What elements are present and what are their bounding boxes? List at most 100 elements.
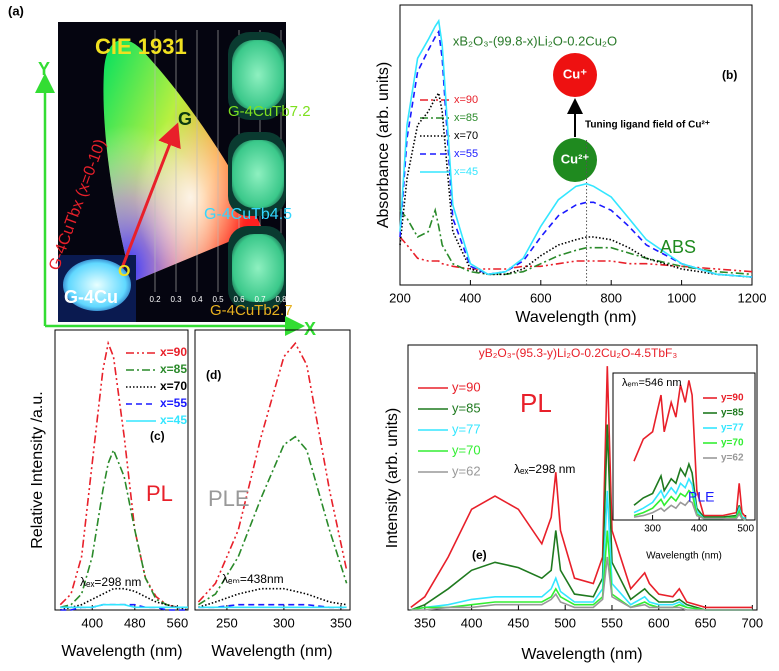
x-tick-label: 400	[81, 615, 103, 630]
legend-label: x=70	[454, 130, 478, 142]
annotation: λₑₘ=438nm	[222, 572, 284, 586]
legend-label: y=77	[721, 423, 744, 434]
legend-label: y=70	[721, 438, 744, 449]
chart-title: yB₂O₃-(95.3-y)Li₂O-0.2Cu₂O-4.5TbF₃	[479, 346, 678, 360]
legend-label: y=70	[452, 442, 481, 457]
x-tick-label: 300	[644, 524, 661, 535]
plot-frame	[399, 4, 753, 286]
chart-title: λₑₘ=546 nm	[622, 377, 682, 389]
x-axis-label: Wavelength (nm)	[521, 646, 642, 663]
x-tick-label: 600	[648, 615, 670, 630]
plot-frame	[54, 329, 189, 611]
sample-photo	[232, 234, 284, 302]
annotation: PLE	[208, 486, 250, 511]
x-tick-label: 0.7	[254, 295, 266, 304]
annotation: G	[178, 109, 192, 129]
series-line	[410, 366, 753, 609]
x-tick-label: 500	[737, 524, 754, 535]
annotation: Y	[38, 59, 50, 79]
legend-label: y=90	[721, 393, 744, 404]
annotation: λₑₓ=298 nm	[514, 462, 575, 476]
series-line	[399, 29, 753, 278]
annotation: (d)	[206, 368, 221, 382]
legend-label: x=45	[160, 413, 187, 427]
legend-label: y=85	[721, 408, 744, 419]
series-line	[197, 341, 348, 603]
series-line	[399, 207, 753, 276]
legend-label: x=85	[160, 362, 187, 376]
x-axis-label: Wavelength (nm)	[61, 643, 182, 660]
series-line	[59, 340, 188, 609]
annotation: X	[304, 319, 316, 339]
x-tick-label: 480	[124, 615, 146, 630]
x-tick-label: 650	[695, 615, 717, 630]
series-line	[633, 499, 747, 521]
series-line	[399, 18, 753, 278]
x-axis-label: Wavelength (nm)	[211, 643, 332, 660]
x-tick-label: 700	[741, 615, 763, 630]
x-tick-label: 600	[530, 290, 552, 305]
legend-label: y=62	[452, 463, 481, 478]
annotation: PL	[146, 481, 173, 506]
x-tick-label: 550	[601, 615, 623, 630]
legend-label: y=85	[452, 400, 481, 415]
x-tick-label: 250	[216, 615, 238, 630]
series-line	[198, 603, 347, 609]
sample-photo	[232, 40, 284, 110]
plot-frame	[407, 344, 758, 611]
series-line	[399, 90, 753, 278]
series-line	[410, 556, 753, 611]
x-tick-label: 350	[414, 615, 436, 630]
x-axis-label: Wavelength (nm)	[646, 551, 722, 562]
plot-frame	[194, 329, 351, 611]
x-tick-label: 450	[508, 615, 530, 630]
x-tick-label: 0.3	[170, 295, 182, 304]
series-line	[197, 435, 348, 606]
series-line	[410, 424, 753, 611]
annotation: (e)	[472, 548, 487, 562]
annotation: G-4CuTb2.7	[210, 302, 293, 319]
annotation: CIE 1931	[95, 34, 187, 59]
x-tick-label: 500	[554, 615, 576, 630]
y-axis-label: Intensity (arb. units)	[384, 408, 401, 549]
annotation: Cu²⁺	[561, 151, 590, 166]
series-line	[198, 587, 347, 609]
x-tick-label: 0.8	[275, 295, 287, 304]
x-tick-label: 0.2	[149, 295, 161, 304]
x-tick-label: 0.6	[233, 295, 245, 304]
x-tick-label: 400	[691, 524, 708, 535]
legend-label: y=90	[452, 379, 481, 394]
annotation: λₑₓ=298 nm	[80, 575, 141, 589]
legend-label: x=55	[160, 396, 187, 410]
series-line	[410, 530, 753, 611]
legend-label: x=45	[454, 166, 478, 178]
x-tick-label: 0.5	[212, 295, 224, 304]
x-tick-label: 350	[330, 615, 352, 630]
x-axis-label: Wavelength (nm)	[515, 309, 636, 326]
legend-label: x=90	[160, 345, 187, 359]
x-tick-label: 1000	[667, 290, 696, 305]
cie-white	[103, 39, 262, 282]
legend-label: x=85	[454, 112, 478, 124]
x-tick-label: 300	[273, 615, 295, 630]
annotation: O	[118, 263, 130, 280]
annotation: G-4CuTb7.2	[228, 103, 311, 120]
cu2-circle	[553, 138, 597, 182]
legend-label: x=70	[160, 379, 187, 393]
annotation: G-4Cu	[64, 287, 118, 307]
trend-arrow	[120, 122, 181, 269]
legend-label: x=90	[454, 94, 478, 106]
annotation: (b)	[722, 68, 737, 82]
x-tick-label: 560	[167, 615, 189, 630]
annotation: PL	[520, 388, 552, 418]
series-line	[633, 380, 747, 518]
annotation: Tuning ligand field of Cu²⁺	[585, 120, 710, 131]
plot-frame	[612, 372, 756, 521]
x-tick-label: 1200	[738, 290, 767, 305]
chart-title: xB₂O₃-(99.8-x)Li₂O-0.2Cu₂O	[453, 33, 617, 48]
annotation: Cu⁺	[563, 66, 587, 81]
legend-label: y=77	[452, 421, 481, 436]
x-tick-label: 200	[389, 290, 411, 305]
x-tick-label: 400	[460, 290, 482, 305]
